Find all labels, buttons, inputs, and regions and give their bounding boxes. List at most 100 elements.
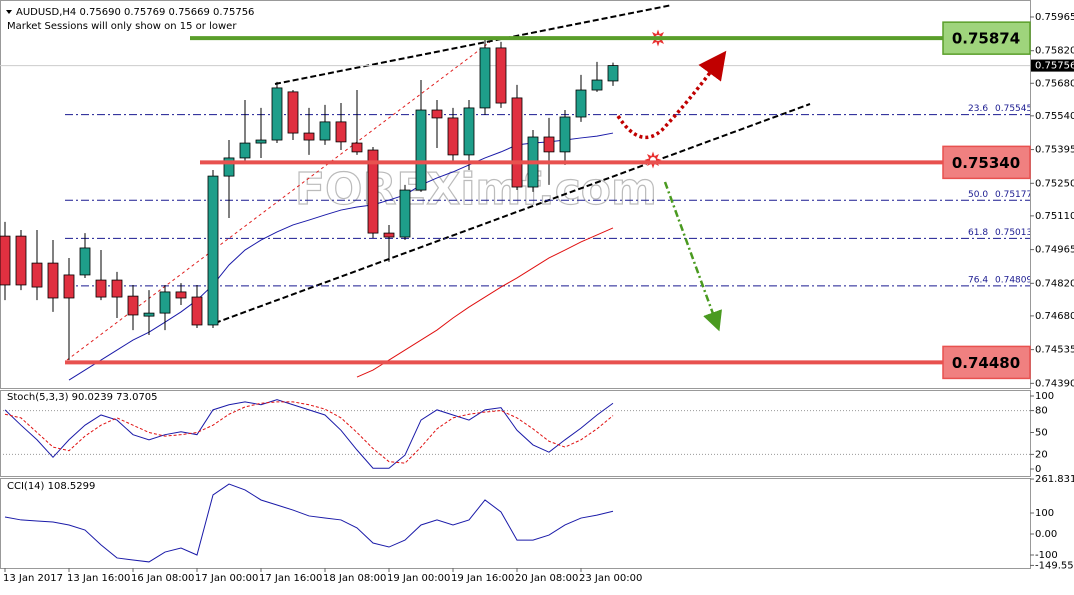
candle-body [175, 291, 187, 299]
level-label: 0.75340 [952, 154, 1020, 172]
candle-body [79, 247, 91, 276]
y-tick-label: 80 [1035, 406, 1048, 417]
candle-body [207, 175, 219, 326]
x-tick-label: 19 Jan 16:00 [451, 573, 514, 584]
y-tick-label: 100 [1035, 391, 1054, 402]
y-tick-label: 0.74535 [1035, 345, 1074, 356]
y-tick-label: 0.75540 [1035, 111, 1074, 122]
fib-ratio: 61.8 [968, 228, 988, 238]
fib-price: 0.75177 [995, 190, 1032, 200]
star-marker [641, 148, 665, 172]
fib-ratio: 50.0 [968, 190, 988, 200]
x-tick-label: 19 Jan 00:00 [387, 573, 450, 584]
fib-ratio: 23.6 [968, 104, 988, 114]
candle-body [95, 279, 107, 298]
last-price-box [1031, 59, 1074, 72]
candle-body [607, 65, 619, 82]
y-tick-label: 0.00 [1035, 529, 1057, 540]
indicator-line [4, 401, 614, 464]
y-tick-label: 0.75680 [1035, 78, 1074, 89]
candle-body [591, 79, 603, 91]
y-tick-label: 0.75395 [1035, 145, 1074, 156]
candle-body [31, 262, 43, 288]
indicator-line [4, 399, 614, 469]
chart-subtitle: Market Sessions will only show on 15 or … [7, 21, 237, 32]
y-tick-label: 0.74965 [1035, 245, 1074, 256]
candle-body [511, 97, 523, 188]
candle-body [431, 109, 443, 119]
main-panel [0, 0, 1031, 389]
y-tick-label: 0.75250 [1035, 178, 1074, 189]
stoch-title: Stoch(5,3,3) 90.0239 73.0705 [7, 392, 158, 403]
watermark: FOREXimf.com [295, 164, 657, 215]
indicator-layer [0, 399, 1030, 469]
fib-price: 0.74809 [995, 275, 1032, 285]
y-tick-label: 100 [1035, 508, 1054, 519]
candle-body [0, 235, 11, 286]
y-tick-label: 20 [1035, 449, 1048, 460]
y-tick-label: 0.75820 [1035, 46, 1074, 57]
candle-body [415, 109, 427, 191]
candle-body [143, 312, 155, 317]
candle-body [255, 139, 267, 144]
fib-price: 0.75545 [995, 104, 1032, 114]
candle-body [159, 291, 171, 314]
candle-body [271, 87, 283, 141]
y-tick-label: -100 [1035, 550, 1058, 561]
y-tick-label: 50 [1035, 427, 1048, 438]
candle-body [127, 295, 139, 316]
chart-title: AUDUSD,H4 0.75690 0.75769 0.75669 0.7575… [16, 7, 254, 18]
candle-body [479, 47, 491, 109]
candle-body [303, 132, 315, 141]
x-tick-label: 13 Jan 2017 [3, 573, 63, 584]
drop-arrow [663, 181, 722, 332]
lower-trendline [214, 103, 811, 324]
level-box [942, 145, 1031, 180]
stoch-panel [0, 390, 1031, 477]
bounce-arrow [616, 50, 727, 140]
candle-body [543, 136, 555, 153]
x-tick-label: 23 Jan 00:00 [579, 573, 642, 584]
cci-title: CCI(14) 108.5299 [7, 481, 95, 492]
last-price-label: 0.75756 [1035, 61, 1074, 72]
candle-body [495, 47, 507, 104]
candle-body [111, 279, 123, 298]
y-tick-label: 0.74680 [1035, 311, 1074, 322]
candle-body [335, 121, 347, 143]
y-tick-label: 0.75965 [1035, 12, 1074, 23]
x-tick-label: 16 Jan 08:00 [131, 573, 194, 584]
candle-body [463, 107, 475, 156]
fib-price: 0.75013 [995, 228, 1032, 238]
candle-body [559, 116, 571, 153]
candle-body [63, 274, 75, 299]
candle-body [447, 117, 459, 156]
candle-body [287, 91, 299, 134]
x-tick-label: 18 Jan 08:00 [323, 573, 386, 584]
level-label: 0.75874 [952, 30, 1020, 48]
y-tick-label: 0.75110 [1035, 211, 1074, 222]
fib-ratio: 76.4 [968, 275, 988, 285]
x-tick-label: 20 Jan 08:00 [515, 573, 578, 584]
candle-body [383, 232, 395, 238]
candle-body [351, 142, 363, 153]
menu-triangle [6, 10, 12, 14]
candle-body [223, 157, 235, 177]
candle-body [319, 121, 331, 141]
level-label: 0.74480 [952, 354, 1020, 372]
x-tick-label: 13 Jan 16:00 [67, 573, 130, 584]
cci-panel [0, 478, 1031, 569]
x-tick-label: 17 Jan 16:00 [259, 573, 322, 584]
candle-body [191, 296, 203, 326]
candle-body [239, 142, 251, 159]
candle-body [575, 89, 587, 118]
candle-body [399, 189, 411, 238]
indicator-line [4, 483, 614, 563]
annotation-layer: 0.75874 0.75340 0.74480 [65, 21, 1031, 380]
level-box [942, 21, 1031, 55]
y-tick-label: 0.74820 [1035, 278, 1074, 289]
candle-body [47, 262, 59, 299]
y-tick-label: -149.5564 [1035, 560, 1074, 571]
